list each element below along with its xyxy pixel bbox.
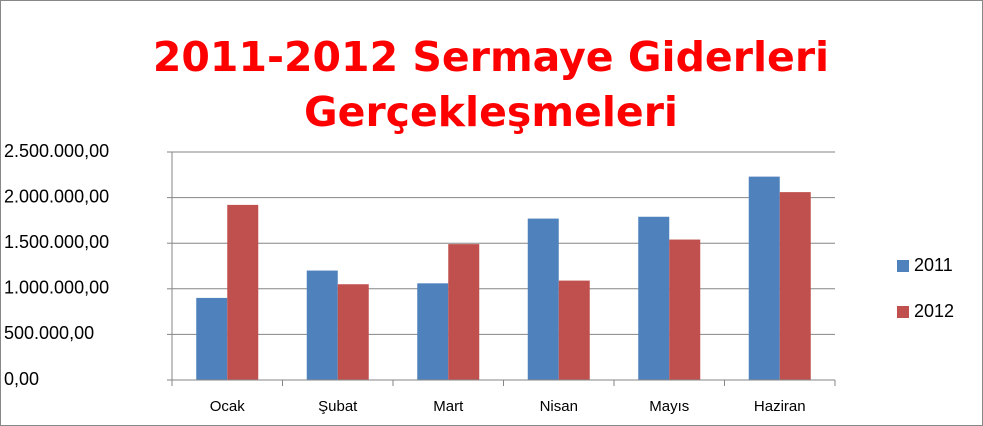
x-tick-label: Mayıs [649, 398, 689, 415]
x-tick-label: Haziran [754, 398, 806, 415]
y-tick-label: 1.000.000,00 [4, 278, 109, 298]
chart-title: 2011-2012 Sermaye Giderleri Gerçekleşmel… [152, 33, 830, 136]
x-tick-label: Mart [433, 398, 464, 415]
y-tick-label: 2.000.000,00 [4, 186, 109, 206]
bar [448, 244, 480, 380]
y-tick-label: 500.000,00 [4, 323, 94, 343]
y-tick-label: 0,00 [4, 369, 39, 389]
x-tick-label: Ocak [210, 398, 246, 415]
bar [779, 192, 811, 380]
bar [417, 283, 449, 380]
legend-label: 2011 [914, 255, 953, 275]
legend-swatch [897, 260, 909, 272]
bar [558, 280, 590, 380]
bar [669, 239, 701, 380]
bar [527, 218, 559, 380]
bar [196, 297, 228, 380]
legend-swatch [897, 306, 909, 318]
bar [638, 216, 670, 380]
legend-label: 2012 [914, 301, 954, 321]
x-tick-label: Şubat [318, 398, 358, 415]
x-tick-label: Nisan [540, 398, 578, 415]
y-tick-label: 2.500.000,00 [4, 141, 109, 161]
y-tick-label: 1.500.000,00 [4, 232, 109, 252]
bar [227, 204, 259, 380]
bar [306, 270, 338, 380]
bar [748, 176, 780, 380]
bar [337, 284, 369, 380]
